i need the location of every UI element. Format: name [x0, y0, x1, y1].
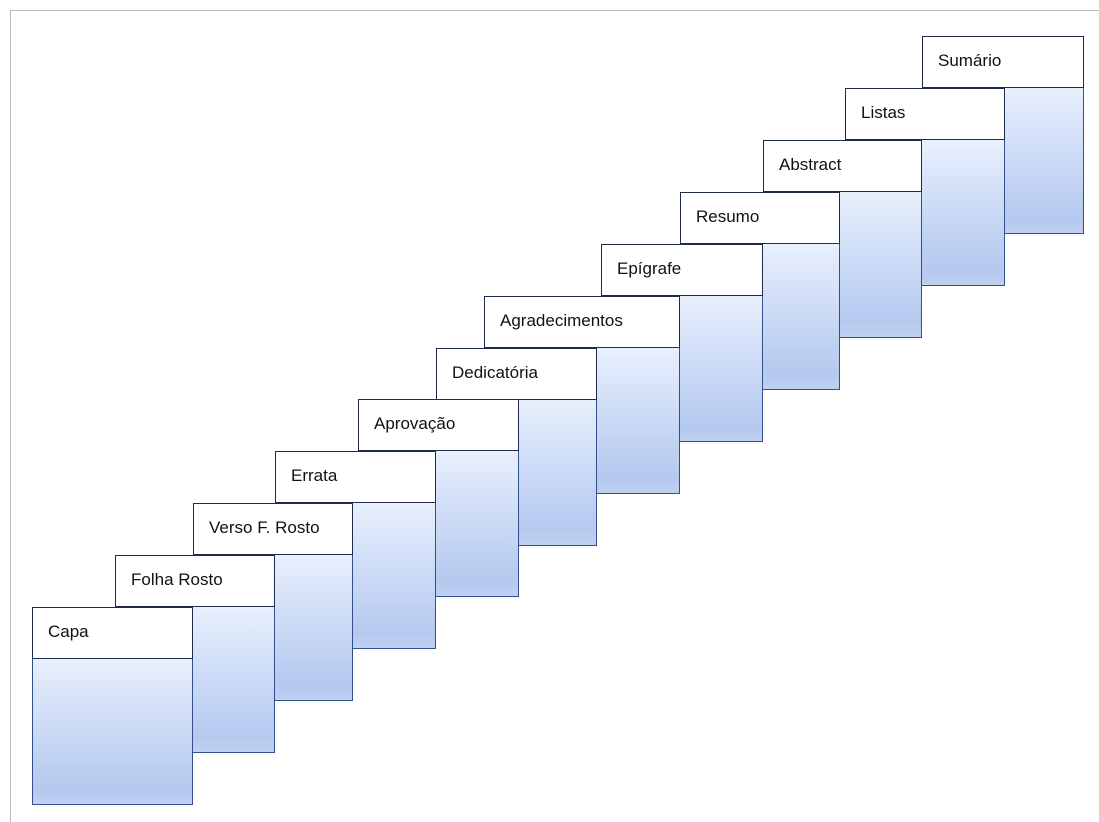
frame-top-border: [10, 10, 1099, 11]
step-label: Listas: [845, 88, 1005, 140]
step-label: Aprovação: [358, 399, 519, 451]
step-label: Errata: [275, 451, 436, 503]
step-label: Dedicatória: [436, 348, 597, 400]
step-label: Folha Rosto: [115, 555, 275, 607]
step-body: [32, 659, 193, 805]
step-label: Abstract: [763, 140, 922, 192]
step-label: Verso F. Rosto: [193, 503, 353, 555]
step-label: Resumo: [680, 192, 840, 244]
step-capa: Capa: [32, 607, 193, 805]
step-label: Agradecimentos: [484, 296, 680, 348]
step-label: Capa: [32, 607, 193, 659]
step-label: Epígrafe: [601, 244, 763, 296]
frame-left-border: [10, 10, 11, 822]
step-label: Sumário: [922, 36, 1084, 88]
